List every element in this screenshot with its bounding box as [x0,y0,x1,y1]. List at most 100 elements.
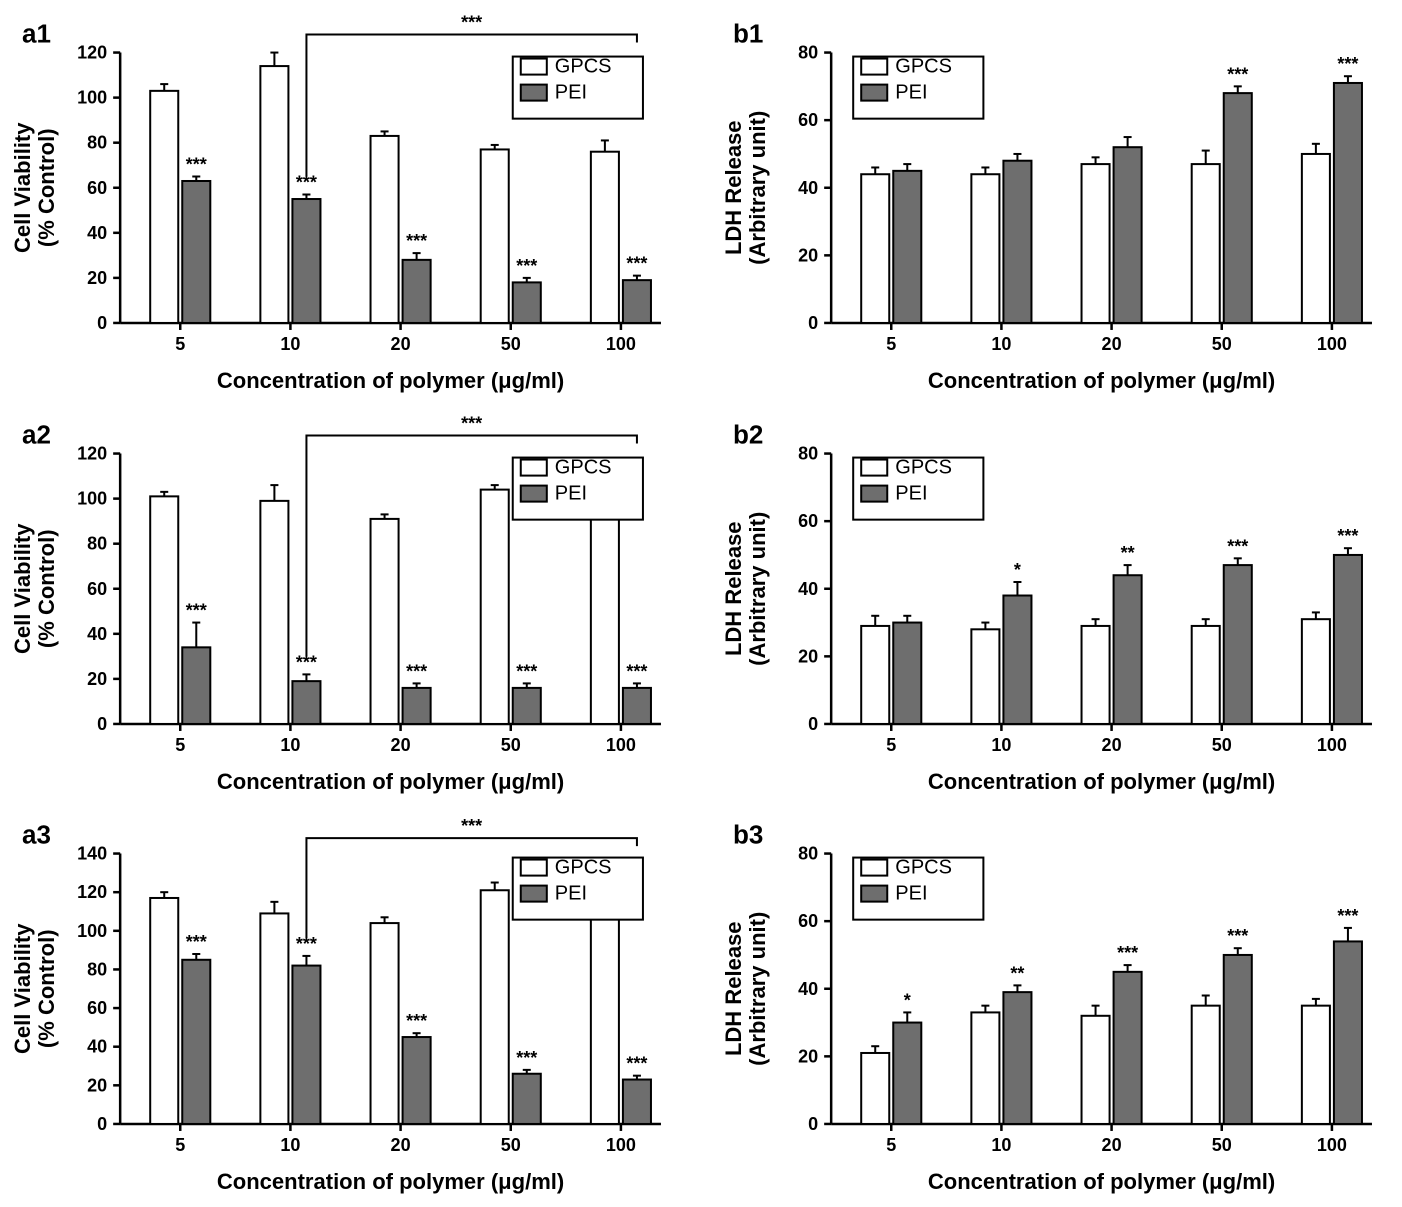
legend-label: GPCS [895,456,952,478]
x-tick-label: 5 [175,735,185,755]
bar [861,1053,889,1124]
bar [861,625,889,723]
x-tick-label: 50 [1212,735,1232,755]
y-tick-label: 40 [87,1037,107,1057]
legend-label: PEI [555,883,587,905]
y-axis-label-1: Cell Viability [10,122,35,253]
x-tick-label: 5 [886,334,896,354]
bar [1192,164,1220,323]
significance-marker: *** [1227,536,1248,556]
x-tick-label: 50 [501,735,521,755]
significance-marker: *** [406,1011,427,1031]
bar [623,687,651,723]
bar [403,260,431,323]
bar [971,1013,999,1125]
bar [1302,619,1330,724]
x-tick-label: 10 [280,1135,300,1155]
y-tick-label: 120 [77,443,107,463]
y-axis-label-1: LDH Release [721,922,746,1057]
x-tick-label: 50 [501,1135,521,1155]
significance-marker: *** [516,1048,537,1068]
x-tick-label: 20 [1102,735,1122,755]
panel-a1: a1020406080100120Cell Viability(% Contro… [10,10,681,401]
y-tick-label: 20 [798,646,818,666]
y-tick-label: 20 [798,245,818,265]
bar [182,647,210,724]
bar [292,966,320,1124]
legend-swatch [521,85,547,101]
significance-marker: ** [1010,963,1024,983]
y-tick-label: 40 [798,979,818,999]
x-tick-label: 20 [1102,334,1122,354]
y-tick-label: 0 [808,714,818,734]
bar [591,509,619,723]
bar [893,1023,921,1124]
significance-marker: *** [186,600,207,620]
y-axis-label-2: (Arbitrary unit) [745,111,770,265]
y-axis-label-1: Cell Viability [10,923,35,1054]
bar [1302,154,1330,323]
bar [591,152,619,323]
y-tick-label: 20 [798,1046,818,1066]
y-tick-label: 60 [87,178,107,198]
y-tick-label: 20 [87,1075,107,1095]
significance-marker: *** [1117,943,1138,963]
bar [591,914,619,1125]
y-axis-label-2: (Arbitrary unit) [745,511,770,665]
y-tick-label: 120 [77,882,107,902]
bar [623,1080,651,1124]
bar [1224,565,1252,724]
bar [1114,972,1142,1124]
bar [1334,83,1362,323]
bar [150,91,178,323]
bar [971,629,999,724]
legend-label: PEI [895,883,927,905]
bar [150,898,178,1124]
x-tick-label: 10 [991,1135,1011,1155]
y-tick-label: 0 [97,1114,107,1134]
x-tick-label: 20 [391,735,411,755]
y-tick-label: 80 [798,43,818,63]
significance-marker: *** [1227,926,1248,946]
y-tick-label: 140 [77,844,107,864]
x-tick-label: 10 [991,735,1011,755]
legend-label: PEI [555,482,587,504]
legend-swatch [521,59,547,75]
y-axis-label-2: (Arbitrary unit) [745,912,770,1066]
y-tick-label: 100 [77,488,107,508]
panel-a2: a2020406080100120Cell Viability(% Contro… [10,411,681,802]
bar [1334,942,1362,1125]
legend-swatch [861,459,887,475]
bar [623,280,651,323]
bar [371,923,399,1124]
bar [182,181,210,323]
legend-label: GPCS [895,857,952,879]
legend-swatch [861,886,887,902]
legend-swatch [861,860,887,876]
figure-grid: a1020406080100120Cell Viability(% Contro… [10,10,1392,1195]
bar [481,890,509,1124]
y-tick-label: 60 [798,511,818,531]
panel-label: a3 [22,820,51,850]
bar [1003,161,1031,323]
bracket-significance: *** [461,413,482,433]
y-axis-label-2: (% Control) [34,930,59,1049]
significance-marker: * [904,991,911,1011]
significance-marker: *** [1337,526,1358,546]
x-tick-label: 20 [391,1135,411,1155]
y-tick-label: 0 [808,1114,818,1134]
panel-b1: b1020406080LDH Release(Arbitrary unit)Co… [721,10,1392,401]
significance-marker: *** [406,661,427,681]
legend-swatch [521,459,547,475]
bar [1302,1006,1330,1124]
legend-swatch [861,85,887,101]
significance-marker: *** [516,661,537,681]
y-tick-label: 40 [798,178,818,198]
bar [260,914,288,1125]
bar [371,136,399,323]
y-axis-label-2: (% Control) [34,529,59,648]
x-axis-label: Concentration of polymer (μg/ml) [928,368,1275,393]
x-tick-label: 50 [1212,1135,1232,1155]
x-tick-label: 10 [280,735,300,755]
x-axis-label: Concentration of polymer (μg/ml) [928,769,1275,794]
